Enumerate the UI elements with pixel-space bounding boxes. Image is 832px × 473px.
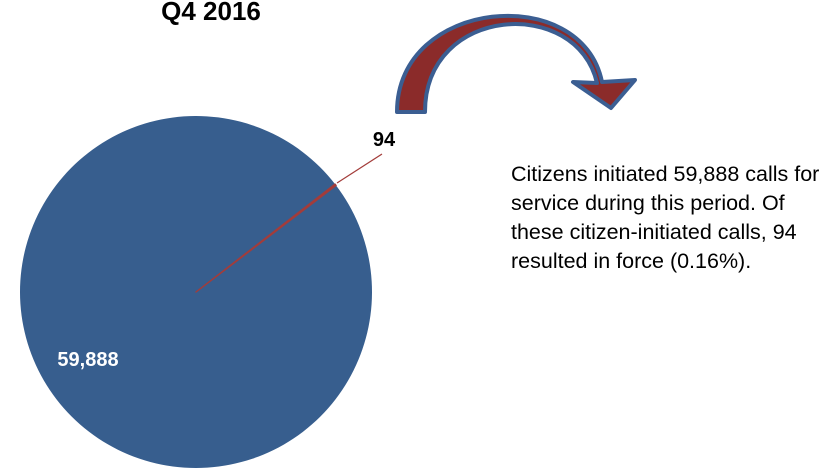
curved-arrow (395, 13, 637, 114)
leader-line (336, 153, 383, 184)
pie-slice-94 (195, 183, 337, 293)
slice-label-59,888: 59,888 (57, 349, 118, 371)
slice-labels: 59,888 94 (57, 129, 396, 371)
chart-title: Q4 2016 (161, 0, 261, 26)
annotation-text: Citizens initiated 59,888 calls for serv… (511, 162, 820, 273)
slice-label-94: 94 (373, 129, 396, 151)
pie-slices (19, 115, 372, 468)
